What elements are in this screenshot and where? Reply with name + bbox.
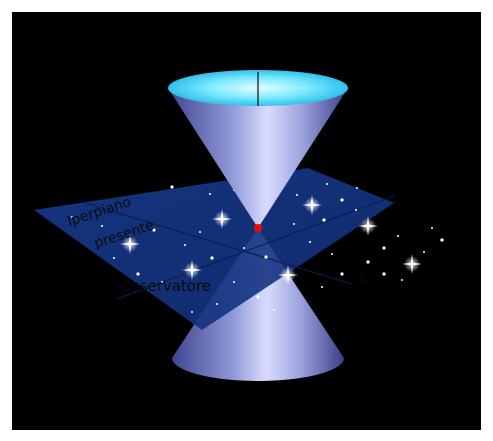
star — [293, 223, 295, 225]
star — [161, 281, 163, 283]
star — [256, 295, 260, 299]
observer-point — [254, 224, 262, 232]
star — [210, 256, 214, 260]
star — [382, 272, 386, 276]
star — [431, 227, 433, 229]
star — [212, 209, 232, 229]
star — [101, 225, 103, 227]
ray-label: E — [357, 271, 371, 288]
star — [356, 187, 358, 189]
star — [401, 279, 403, 281]
star — [170, 185, 174, 189]
plane-axis-line — [81, 201, 353, 285]
star — [199, 231, 201, 233]
observer-label: Osservatore — [120, 277, 211, 295]
star — [184, 244, 186, 246]
star-field — [71, 182, 444, 313]
star — [340, 272, 344, 276]
star — [423, 251, 425, 253]
star — [243, 247, 245, 249]
star — [273, 309, 275, 311]
light-cone-diagram: Iperpiano presente Osservatore E — [34, 70, 444, 381]
star — [113, 257, 115, 259]
star — [152, 228, 156, 232]
star — [440, 238, 444, 242]
present-hyperplane — [34, 168, 444, 330]
star — [296, 194, 298, 196]
plane-axis-line — [116, 195, 395, 300]
star — [322, 218, 326, 222]
star — [71, 216, 73, 218]
star — [326, 183, 328, 185]
star — [120, 234, 140, 254]
star — [233, 281, 235, 283]
star — [321, 286, 323, 288]
star — [264, 255, 268, 259]
star — [309, 241, 311, 243]
star — [340, 198, 344, 202]
star — [366, 260, 370, 264]
star — [278, 265, 298, 285]
star — [302, 195, 322, 215]
diagram-canvas: Iperpiano presente Osservatore E — [12, 12, 481, 430]
star — [397, 235, 399, 237]
star — [355, 209, 357, 211]
star — [182, 260, 202, 280]
star — [209, 193, 211, 195]
past-cone — [172, 228, 344, 381]
star — [382, 246, 386, 250]
star — [402, 254, 422, 274]
star — [331, 253, 333, 255]
star — [136, 272, 140, 276]
future-cone — [168, 70, 348, 228]
star — [191, 311, 193, 313]
star — [358, 216, 378, 236]
star — [216, 303, 218, 305]
